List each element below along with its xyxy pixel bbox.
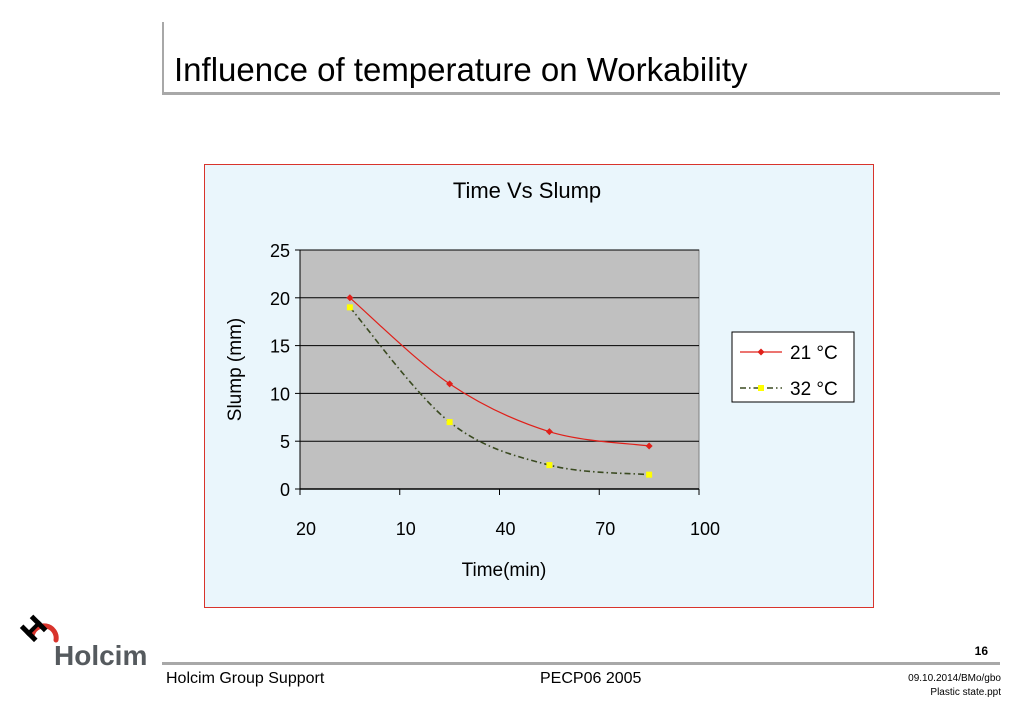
holcim-logo-icon: [19, 614, 59, 643]
footer-rule: [162, 662, 1000, 665]
y-tick-label: 15: [270, 337, 290, 357]
x-tick-label: 20: [296, 519, 316, 539]
data-point: [545, 428, 553, 436]
slide-title: Influence of temperature on Workability: [174, 51, 748, 88]
chart-title: Time Vs Slump: [453, 178, 601, 203]
footer-organization: Holcim Group Support: [166, 670, 325, 687]
x-tick-label: 40: [495, 519, 515, 539]
series-line-0: [349, 297, 650, 447]
data-point: [645, 442, 653, 450]
data-point: [646, 471, 653, 478]
title-rule-horizontal: [162, 92, 1000, 95]
x-tick-label: 10: [396, 519, 416, 539]
data-point: [546, 462, 553, 469]
legend-label: 32 °C: [790, 379, 838, 400]
legend-box: [731, 331, 855, 403]
x-axis-label: Time(min): [462, 560, 547, 581]
data-point: [346, 294, 354, 302]
logo-text: Holcim: [54, 640, 148, 671]
legend-marker: [758, 385, 764, 391]
footer-filename: Plastic state.ppt: [930, 687, 1001, 698]
data-point: [446, 419, 453, 426]
footer-course: PECP06 2005: [540, 670, 642, 687]
page-number: 16: [974, 644, 988, 658]
legend-label: 21 °C: [790, 343, 838, 364]
data-point: [446, 380, 454, 388]
y-tick-label: 10: [270, 384, 290, 404]
plot-area: [299, 249, 700, 490]
legend-marker: [757, 348, 765, 356]
y-tick-label: 0: [280, 480, 290, 500]
y-tick-label: 25: [270, 241, 290, 261]
data-point: [346, 304, 353, 311]
y-tick-label: 5: [280, 432, 290, 452]
y-tick-label: 20: [270, 289, 290, 309]
y-axis-label: Slump (mm): [225, 318, 246, 421]
x-tick-label: 100: [690, 519, 720, 539]
series-line-1: [349, 306, 650, 476]
chart: Time Vs Slump 0 5 10 15 20 25 20 10 40 70 100 Time(m…: [225, 178, 855, 581]
footer-date-author: 09.10.2014/BMo/gbo: [908, 673, 1001, 684]
title-rule-vertical: [162, 22, 164, 94]
footer-file-info: 09.10.2014/BMo/gbo Plastic state.ppt: [908, 672, 1001, 700]
x-tick-label: 70: [595, 519, 615, 539]
